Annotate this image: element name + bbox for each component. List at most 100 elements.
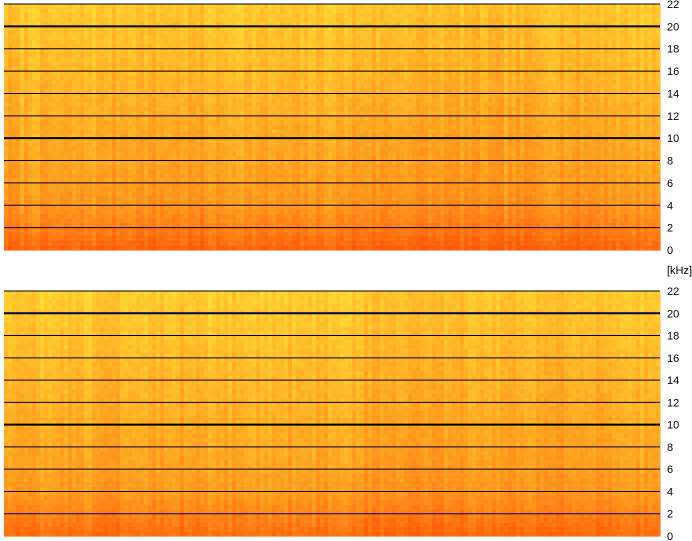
heatmap-cell [160, 39, 165, 45]
heatmap-cell [200, 214, 205, 220]
heatmap-cell [104, 44, 109, 50]
heatmap-cell [344, 191, 349, 197]
heatmap-cell [344, 21, 349, 27]
heatmap-cell [92, 129, 97, 135]
heatmap-cell [336, 232, 341, 238]
heatmap-cell [224, 205, 229, 211]
heatmap-cell [64, 232, 69, 238]
heatmap-cell [116, 88, 121, 95]
heatmap-cell [24, 26, 29, 32]
heatmap-cell [332, 88, 337, 95]
heatmap-cell [184, 21, 189, 27]
heatmap-cell [312, 151, 317, 157]
heatmap-cell [340, 71, 345, 77]
heatmap-cell [224, 111, 229, 117]
heatmap-cell [316, 115, 321, 121]
heatmap-cell [324, 97, 329, 103]
heatmap-cell [132, 232, 137, 238]
heatmap-cell [128, 191, 133, 197]
heatmap-cell [16, 84, 21, 90]
heatmap-cell [32, 133, 37, 139]
heatmap-cell [24, 97, 29, 103]
heatmap-cell [240, 160, 245, 166]
heatmap-cell [168, 4, 173, 10]
heatmap-cell [316, 147, 321, 153]
heatmap-cell [152, 147, 157, 153]
heatmap-cell [32, 17, 37, 23]
heatmap-cell [296, 173, 301, 180]
heatmap-cell [108, 223, 113, 229]
heatmap-cell [12, 39, 17, 45]
heatmap-cell [68, 147, 73, 153]
heatmap-cell [132, 66, 137, 72]
heatmap-cell [28, 142, 33, 148]
heatmap-cell [136, 124, 141, 130]
heatmap-cell [84, 39, 89, 45]
heatmap-cell [196, 39, 201, 45]
heatmap-cell [12, 129, 17, 135]
heatmap-cell [144, 88, 149, 95]
heatmap-cell [324, 115, 329, 121]
heatmap-cell [44, 182, 49, 188]
heatmap-cell [136, 93, 141, 99]
heatmap-cell [124, 223, 129, 229]
heatmap-cell [8, 138, 13, 144]
heatmap-cell [344, 156, 349, 162]
heatmap-cell [68, 241, 73, 247]
heatmap-cell [200, 48, 205, 54]
heatmap-cell [184, 106, 189, 112]
heatmap-cell [184, 17, 189, 23]
heatmap-cell [320, 30, 325, 36]
heatmap-cell [48, 133, 53, 139]
heatmap-cell [252, 245, 257, 251]
heatmap-cell [80, 106, 85, 112]
heatmap-cell [140, 26, 145, 32]
heatmap-cell [124, 147, 129, 153]
heatmap-cell [212, 106, 217, 112]
heatmap-cell [252, 71, 257, 77]
heatmap-cell [100, 173, 105, 180]
heatmap-cell [236, 71, 241, 77]
heatmap-cell [196, 156, 201, 162]
heatmap-cell [132, 129, 137, 135]
heatmap-cell [204, 75, 209, 81]
heatmap-cell [192, 84, 197, 90]
heatmap-cell [188, 182, 193, 188]
heatmap-cell [276, 227, 281, 233]
heatmap-cell [144, 223, 149, 229]
heatmap-cell [176, 129, 181, 135]
heatmap-cell [152, 48, 157, 54]
heatmap-cell [308, 26, 313, 32]
heatmap-cell [348, 48, 353, 54]
heatmap-cell [68, 169, 73, 175]
heatmap-cell [132, 71, 137, 77]
heatmap-cell [144, 160, 149, 166]
heatmap-cell [272, 173, 277, 180]
heatmap-cell [360, 227, 365, 233]
heatmap-cell [204, 120, 209, 126]
heatmap-cell [148, 160, 153, 166]
heatmap-cell [148, 151, 153, 157]
heatmap-cell [20, 88, 25, 95]
heatmap-cell [16, 102, 21, 108]
heatmap-cell [92, 227, 97, 233]
heatmap-cell [52, 44, 57, 50]
heatmap-cell [348, 214, 353, 220]
heatmap-cell [120, 156, 125, 162]
heatmap-cell [280, 227, 285, 233]
heatmap-cell [136, 147, 141, 153]
heatmap-cell [280, 133, 285, 139]
heatmap-cell [20, 165, 25, 171]
heatmap-cell [244, 106, 249, 112]
heatmap-cell [200, 39, 205, 45]
heatmap-cell [116, 227, 121, 233]
heatmap-cell [48, 160, 53, 166]
heatmap-cell [152, 160, 157, 166]
heatmap-cell [340, 88, 345, 95]
heatmap-cell [336, 62, 341, 68]
heatmap-cell [212, 151, 217, 157]
heatmap-cell [116, 80, 121, 86]
heatmap-cell [100, 245, 105, 251]
heatmap-cell [296, 160, 301, 166]
heatmap-cell [16, 57, 21, 63]
